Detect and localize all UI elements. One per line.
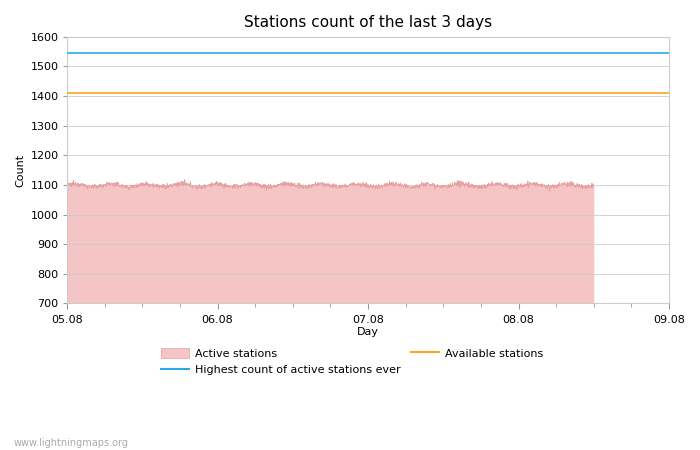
Text: www.lightningmaps.org: www.lightningmaps.org xyxy=(14,437,129,447)
X-axis label: Day: Day xyxy=(357,327,379,338)
Title: Stations count of the last 3 days: Stations count of the last 3 days xyxy=(244,15,492,30)
Y-axis label: Count: Count xyxy=(15,153,25,187)
Legend: Active stations, Highest count of active stations ever, Available stations: Active stations, Highest count of active… xyxy=(157,344,547,380)
